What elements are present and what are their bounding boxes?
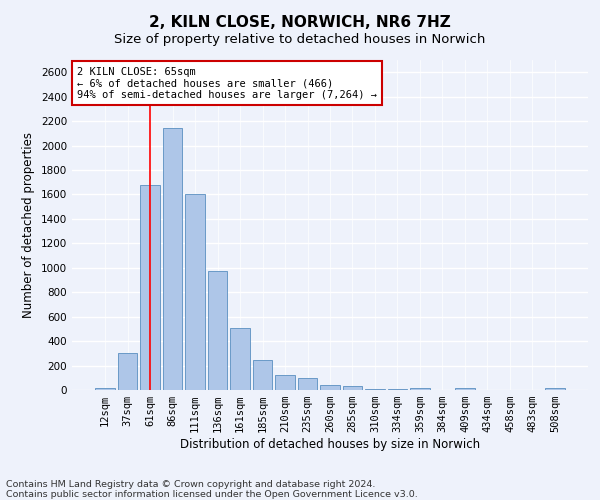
Bar <box>298 378 317 390</box>
Bar <box>118 354 137 390</box>
Bar <box>343 386 362 390</box>
Bar <box>230 328 250 390</box>
Text: 2, KILN CLOSE, NORWICH, NR6 7HZ: 2, KILN CLOSE, NORWICH, NR6 7HZ <box>149 15 451 30</box>
Text: Size of property relative to detached houses in Norwich: Size of property relative to detached ho… <box>115 32 485 46</box>
Bar <box>410 388 430 390</box>
Bar <box>275 376 295 390</box>
Bar <box>253 360 272 390</box>
Text: Contains HM Land Registry data © Crown copyright and database right 2024.
Contai: Contains HM Land Registry data © Crown c… <box>6 480 418 499</box>
Bar <box>455 388 475 390</box>
X-axis label: Distribution of detached houses by size in Norwich: Distribution of detached houses by size … <box>180 438 480 451</box>
Bar <box>163 128 182 390</box>
Bar <box>140 184 160 390</box>
Bar <box>545 388 565 390</box>
Bar <box>365 389 385 390</box>
Bar <box>208 272 227 390</box>
Bar <box>320 384 340 390</box>
Y-axis label: Number of detached properties: Number of detached properties <box>22 132 35 318</box>
Text: 2 KILN CLOSE: 65sqm
← 6% of detached houses are smaller (466)
94% of semi-detach: 2 KILN CLOSE: 65sqm ← 6% of detached hou… <box>77 66 377 100</box>
Bar <box>185 194 205 390</box>
Bar <box>95 388 115 390</box>
